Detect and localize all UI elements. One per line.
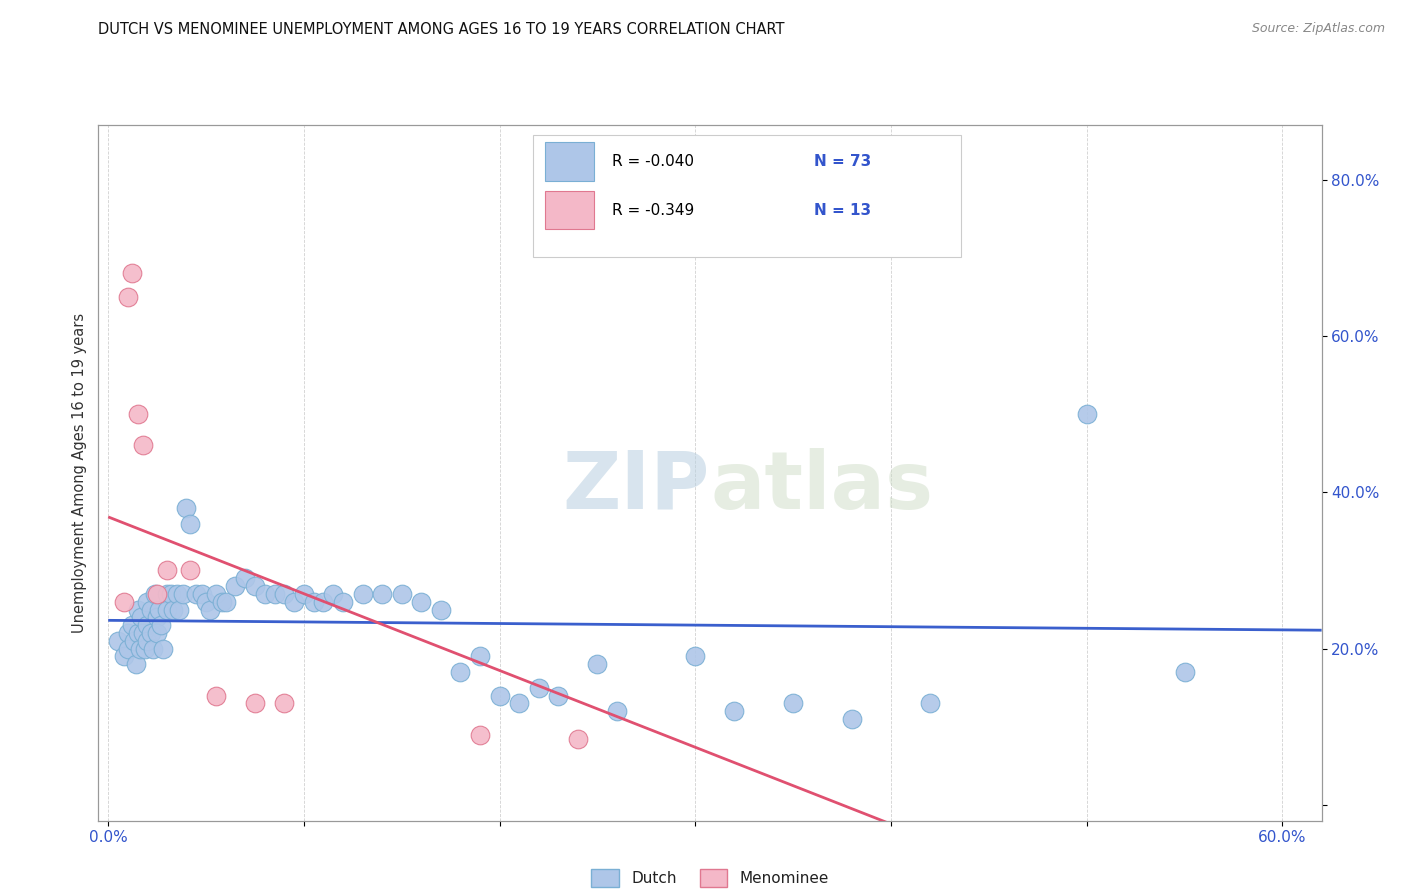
Text: N = 13: N = 13 bbox=[814, 203, 872, 218]
Point bbox=[136, 618, 159, 632]
Point bbox=[117, 290, 139, 304]
Point bbox=[468, 649, 491, 664]
Point bbox=[302, 595, 325, 609]
Point bbox=[547, 689, 569, 703]
Text: R = -0.349: R = -0.349 bbox=[612, 203, 695, 218]
Point bbox=[122, 633, 145, 648]
Text: DUTCH VS MENOMINEE UNEMPLOYMENT AMONG AGES 16 TO 19 YEARS CORRELATION CHART: DUTCH VS MENOMINEE UNEMPLOYMENT AMONG AG… bbox=[98, 22, 785, 37]
Point bbox=[391, 587, 413, 601]
Point bbox=[124, 657, 146, 672]
Point bbox=[156, 602, 179, 616]
Point bbox=[468, 728, 491, 742]
Point bbox=[132, 626, 155, 640]
Point bbox=[160, 587, 183, 601]
Point bbox=[567, 731, 589, 746]
Point bbox=[172, 587, 194, 601]
Point bbox=[156, 564, 179, 578]
Text: N = 73: N = 73 bbox=[814, 154, 872, 169]
Bar bbox=[546, 142, 593, 180]
Point bbox=[273, 697, 295, 711]
Point bbox=[146, 626, 169, 640]
Bar bbox=[546, 191, 593, 229]
Point bbox=[527, 681, 550, 695]
Point bbox=[179, 564, 201, 578]
Point bbox=[312, 595, 335, 609]
Text: Source: ZipAtlas.com: Source: ZipAtlas.com bbox=[1251, 22, 1385, 36]
Point bbox=[292, 587, 315, 601]
Point bbox=[186, 587, 208, 601]
Point bbox=[1174, 665, 1197, 679]
Point bbox=[142, 641, 165, 656]
Point bbox=[150, 618, 173, 632]
Point bbox=[606, 704, 628, 718]
Point bbox=[191, 587, 214, 601]
Point bbox=[488, 689, 510, 703]
Point bbox=[112, 649, 135, 664]
Point bbox=[117, 626, 139, 640]
Point bbox=[152, 641, 174, 656]
Point bbox=[263, 587, 285, 601]
Point bbox=[195, 595, 218, 609]
Point bbox=[146, 610, 169, 624]
Point bbox=[198, 602, 221, 616]
Point bbox=[136, 595, 159, 609]
Point bbox=[1076, 407, 1098, 421]
Point bbox=[134, 641, 156, 656]
Point bbox=[156, 587, 179, 601]
Point bbox=[352, 587, 374, 601]
Point bbox=[141, 602, 163, 616]
Point bbox=[322, 587, 344, 601]
Point bbox=[128, 641, 150, 656]
Point bbox=[166, 587, 188, 601]
Point bbox=[211, 595, 233, 609]
Point bbox=[243, 697, 266, 711]
Point bbox=[273, 587, 295, 601]
Point bbox=[176, 500, 198, 515]
Point bbox=[127, 407, 149, 421]
Point bbox=[920, 697, 942, 711]
Point bbox=[112, 595, 135, 609]
Point bbox=[508, 697, 530, 711]
Point bbox=[146, 587, 169, 601]
Point bbox=[233, 571, 256, 585]
Y-axis label: Unemployment Among Ages 16 to 19 years: Unemployment Among Ages 16 to 19 years bbox=[72, 313, 87, 632]
Point bbox=[224, 579, 246, 593]
Point bbox=[723, 704, 745, 718]
Point bbox=[121, 618, 143, 632]
Point bbox=[127, 626, 149, 640]
Point bbox=[214, 595, 236, 609]
Point bbox=[205, 689, 228, 703]
Point bbox=[685, 649, 707, 664]
Point bbox=[141, 626, 163, 640]
Point bbox=[143, 587, 166, 601]
Point bbox=[148, 602, 170, 616]
Bar bbox=[533, 136, 960, 257]
Point bbox=[782, 697, 804, 711]
Point bbox=[450, 665, 472, 679]
Point bbox=[136, 633, 159, 648]
Legend: Dutch, Menominee: Dutch, Menominee bbox=[585, 863, 835, 892]
Point bbox=[243, 579, 266, 593]
Point bbox=[205, 587, 228, 601]
Point bbox=[586, 657, 609, 672]
Point bbox=[253, 587, 276, 601]
Point bbox=[107, 633, 129, 648]
Point bbox=[127, 602, 149, 616]
Point bbox=[430, 602, 453, 616]
Text: R = -0.040: R = -0.040 bbox=[612, 154, 695, 169]
Point bbox=[167, 602, 190, 616]
Text: atlas: atlas bbox=[710, 448, 934, 525]
Point bbox=[411, 595, 433, 609]
Point bbox=[841, 712, 863, 726]
Point bbox=[179, 516, 201, 531]
Point bbox=[132, 438, 155, 452]
Point bbox=[131, 610, 153, 624]
Point bbox=[117, 641, 139, 656]
Point bbox=[121, 267, 143, 281]
Point bbox=[162, 602, 184, 616]
Point bbox=[332, 595, 354, 609]
Point bbox=[283, 595, 305, 609]
Point bbox=[371, 587, 394, 601]
Text: ZIP: ZIP bbox=[562, 448, 710, 525]
